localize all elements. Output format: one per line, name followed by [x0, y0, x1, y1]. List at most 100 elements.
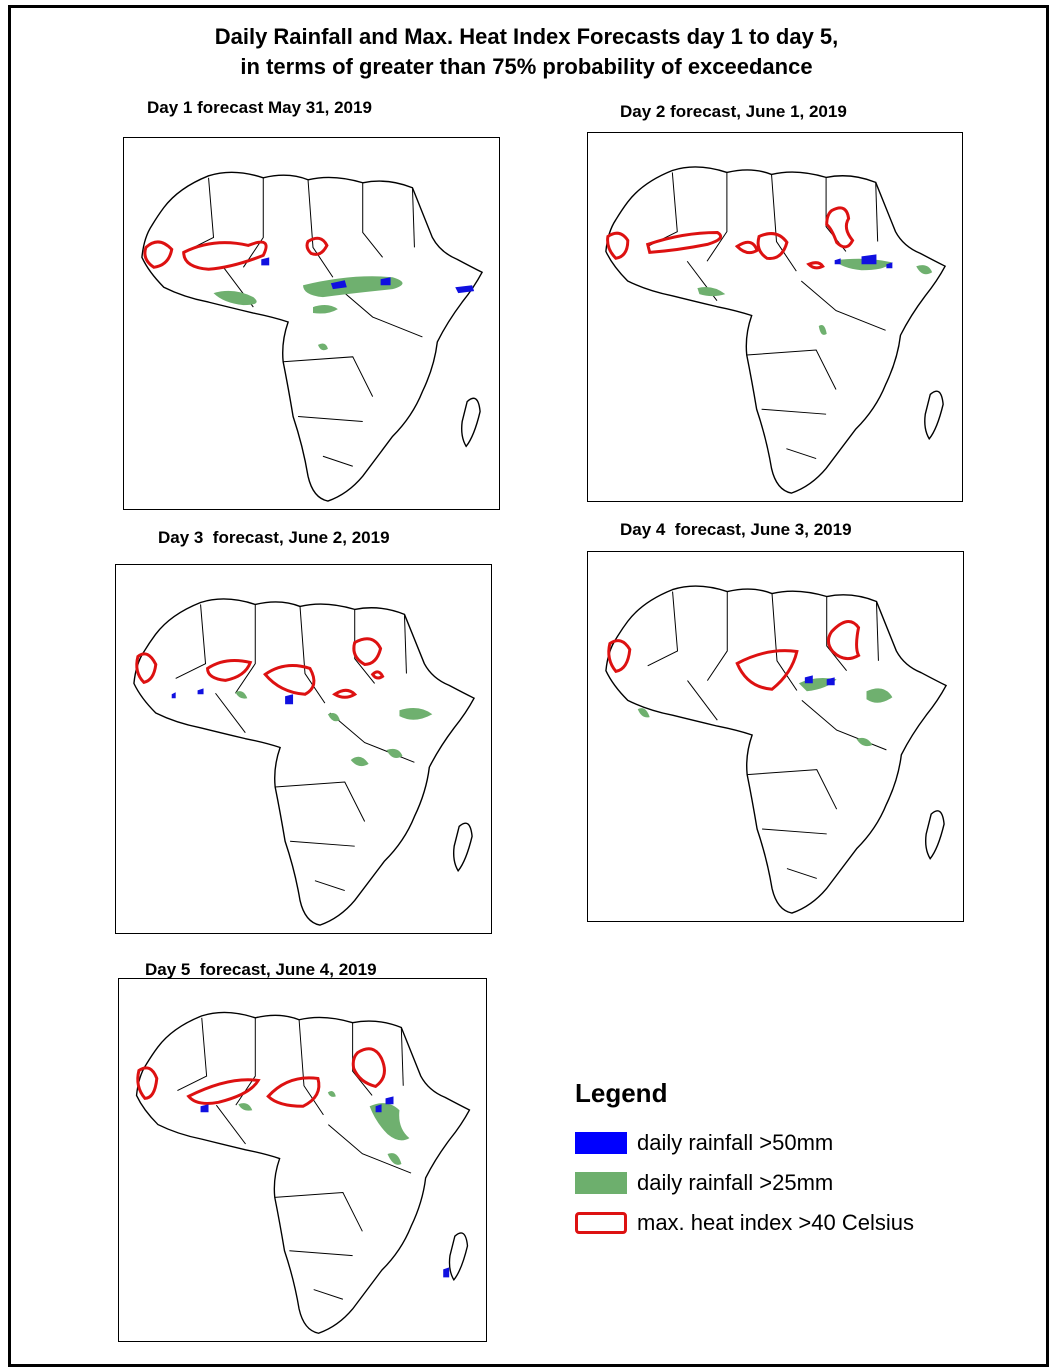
rainfall-25mm-zone	[312, 305, 338, 314]
madagascar-outline	[448, 1232, 469, 1282]
heat-index-zone	[825, 206, 855, 249]
africa-map-day1	[141, 171, 484, 502]
rainfall-25mm-zone	[637, 708, 650, 718]
country-border	[298, 1019, 324, 1116]
heat-index-zone	[606, 231, 630, 260]
rainfall-25mm-zone	[697, 287, 726, 297]
rainfall-50mm-zone	[171, 692, 176, 699]
heat-index-zone	[305, 236, 329, 256]
heat-index-zone	[806, 261, 825, 270]
map-panel-day4	[587, 551, 964, 922]
country-border	[352, 1022, 373, 1096]
map-panel-day5	[118, 978, 487, 1342]
heat-index-zone	[182, 240, 268, 271]
heat-index-zone	[734, 240, 759, 255]
country-border	[327, 1124, 412, 1174]
legend-label-moderate-rain: daily rainfall >25mm	[637, 1170, 834, 1195]
country-border	[647, 172, 678, 247]
country-border	[314, 880, 345, 892]
country-border	[274, 1192, 363, 1232]
country-border	[337, 286, 423, 338]
heat-index-zone	[352, 637, 383, 666]
rainfall-50mm-zone	[385, 1096, 394, 1105]
country-border	[362, 182, 384, 258]
country-border	[289, 1250, 353, 1257]
legend: Legend daily rainfall >50mm daily rainfa…	[575, 1078, 1015, 1243]
rainfall-25mm-zone	[238, 1103, 253, 1111]
heat-index-zone	[756, 232, 789, 260]
country-border	[687, 680, 718, 721]
rainfall-50mm-zone	[443, 1267, 450, 1278]
rainfall-50mm-zone	[261, 257, 270, 266]
country-border	[411, 187, 415, 248]
title-line-2: in terms of greater than 75% probability…	[240, 54, 813, 79]
rainfall-25mm-zone	[856, 737, 873, 747]
map-panel-day1	[123, 137, 500, 510]
heat-index-zone	[351, 1047, 386, 1089]
legend-title: Legend	[575, 1078, 668, 1108]
rainfall-25mm-zone	[866, 688, 893, 703]
rainfall-50mm-zone	[834, 258, 841, 265]
africa-coastline	[605, 585, 948, 914]
country-border	[400, 1027, 404, 1086]
rainfall-50mm-zone	[804, 675, 813, 684]
country-border	[307, 179, 334, 278]
country-border	[354, 609, 376, 684]
africa-map-day4	[605, 585, 948, 914]
map-label-day4: Day 4 forecast, June 3, 2019	[620, 520, 852, 539]
heat-index-zone	[826, 620, 861, 661]
madagascar-outline	[924, 810, 945, 860]
heat-index-zone	[186, 1078, 261, 1105]
legend-swatch-red-outline	[575, 1212, 627, 1234]
country-border	[275, 781, 366, 822]
rainfall-25mm-zone	[327, 713, 340, 722]
heat-index-zone	[135, 652, 158, 684]
country-border	[800, 280, 886, 331]
country-border	[771, 593, 798, 691]
heat-index-zone	[266, 1076, 321, 1108]
country-border	[299, 606, 326, 704]
rainfall-25mm-zone	[350, 756, 369, 767]
rainfall-50mm-zone	[330, 280, 347, 290]
country-border	[298, 416, 363, 422]
country-border	[215, 1104, 246, 1145]
rainfall-50mm-zone	[285, 694, 294, 705]
country-border	[762, 828, 827, 835]
map-panel-day2	[587, 132, 963, 502]
figure-title: Daily Rainfall and Max. Heat Index Forec…	[0, 22, 1053, 82]
rainfall-50mm-zone	[375, 1104, 382, 1113]
country-border	[875, 601, 879, 661]
rainfall-50mm-zone	[200, 1104, 209, 1113]
rainfall-50mm-zone	[455, 285, 475, 294]
country-border	[234, 604, 256, 694]
map-panel-day3	[115, 564, 492, 934]
country-border	[242, 177, 264, 268]
legend-label-heat: max. heat index >40 Celsius	[637, 1210, 914, 1235]
heat-index-zone	[143, 240, 174, 269]
rainfall-25mm-zone	[317, 343, 328, 351]
country-border	[801, 700, 887, 751]
country-border	[706, 591, 728, 681]
country-border	[175, 604, 207, 679]
rainfall-25mm-zone	[818, 324, 827, 335]
africa-coastline	[141, 171, 484, 502]
madagascar-outline	[452, 822, 473, 873]
heat-index-zone	[136, 1066, 159, 1100]
africa-coastline	[135, 1011, 471, 1334]
country-border	[771, 174, 797, 272]
country-border	[826, 596, 848, 672]
heat-index-zone	[607, 639, 632, 673]
heat-index-zone	[645, 230, 723, 254]
legend-item-moderate-rain: daily rainfall >25mm	[575, 1163, 1015, 1203]
legend-swatch-blue	[575, 1132, 627, 1154]
rainfall-50mm-zone	[380, 277, 391, 286]
rainfall-25mm-zone	[916, 265, 933, 275]
rainfall-25mm-zone	[399, 707, 433, 720]
rainfall-25mm-zone	[303, 276, 403, 298]
rainfall-25mm-zone	[834, 258, 892, 271]
legend-item-heat: max. heat index >40 Celsius	[575, 1203, 1015, 1243]
rainfall-25mm-zone	[369, 1103, 410, 1141]
africa-map-day3	[133, 598, 476, 926]
map-label-day5: Day 5 forecast, June 4, 2019	[145, 960, 377, 979]
rainfall-25mm-zone	[235, 691, 248, 699]
